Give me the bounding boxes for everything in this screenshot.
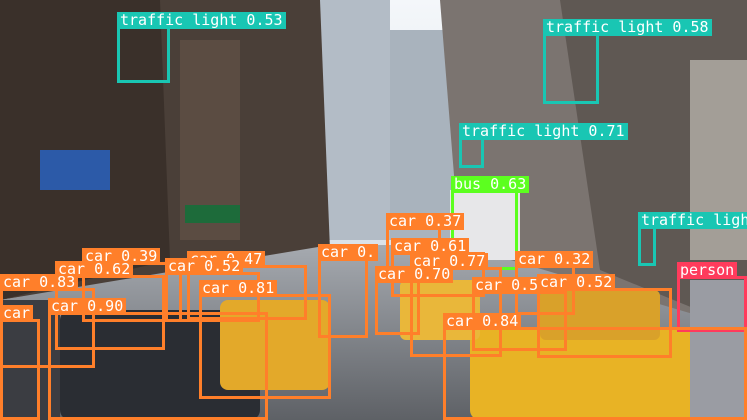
traffic-light-detection-box: traffic light 0.53	[117, 12, 286, 83]
car-detection-box: car 0.83	[0, 274, 95, 368]
car-detection-box: car 0.52	[537, 274, 672, 358]
detection-label: car 0.52	[165, 258, 244, 275]
car-detection-box: car 0.	[318, 244, 379, 338]
traffic-light-detection-box: traffic light 0.58	[543, 19, 712, 104]
detection-label: car 0.84	[443, 313, 522, 330]
car-detection-box: car 0.90	[48, 298, 268, 420]
detection-label: car	[0, 305, 34, 322]
detection-label: person	[677, 262, 738, 279]
detection-label: traffic ligh	[638, 212, 747, 229]
detection-label: traffic light 0.53	[117, 12, 286, 29]
detection-label: car 0.90	[48, 298, 127, 315]
person-detection-box: person	[677, 262, 747, 332]
car-detection-box: car 0.84	[443, 313, 747, 420]
detection-label: car 0.62	[55, 261, 134, 278]
detection-label: car 0.70	[375, 266, 454, 283]
detection-label: traffic light 0.58	[543, 19, 712, 36]
detection-label: car 0.57	[472, 277, 551, 294]
detection-label: car 0.52	[537, 274, 616, 291]
car-detection-box: car 0.52	[165, 258, 260, 322]
detection-label: car 0.	[318, 244, 379, 261]
detection-label: car 0.81	[199, 280, 278, 297]
detection-label: car 0.83	[0, 274, 79, 291]
detection-label: bus 0.63	[451, 176, 530, 193]
detection-label: car 0.37	[386, 213, 465, 230]
detection-label: car 0.39	[82, 248, 161, 265]
detection-label: car 0.77	[410, 253, 489, 270]
bus-detection-box: bus 0.63	[451, 176, 530, 270]
car-detection-box: car	[0, 305, 40, 420]
car-detection-box: car 0.70	[375, 266, 454, 335]
detection-label: car 0.61	[391, 238, 470, 255]
car-detection-box: car 0.77	[410, 253, 502, 357]
detection-label: traffic light 0.71	[459, 123, 628, 140]
traffic-light-detection-box: traffic ligh	[638, 212, 747, 266]
traffic-light-detection-box: traffic light 0.71	[459, 123, 628, 168]
detection-label: car 0.32	[515, 251, 594, 268]
